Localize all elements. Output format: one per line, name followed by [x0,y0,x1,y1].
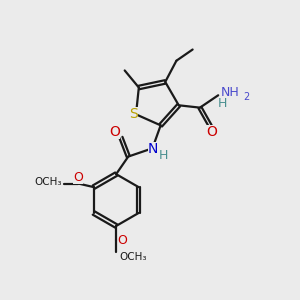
Text: OCH₃: OCH₃ [34,177,62,187]
Text: NH: NH [221,86,240,99]
Text: 2: 2 [243,92,249,102]
Text: O: O [73,171,83,184]
Text: OCH₃: OCH₃ [119,252,147,262]
Text: S: S [129,107,138,122]
Text: H: H [218,97,227,110]
Text: N: N [148,142,158,156]
Text: O: O [206,125,217,140]
Text: O: O [118,234,128,247]
Text: O: O [109,125,120,139]
Text: H: H [159,149,168,162]
